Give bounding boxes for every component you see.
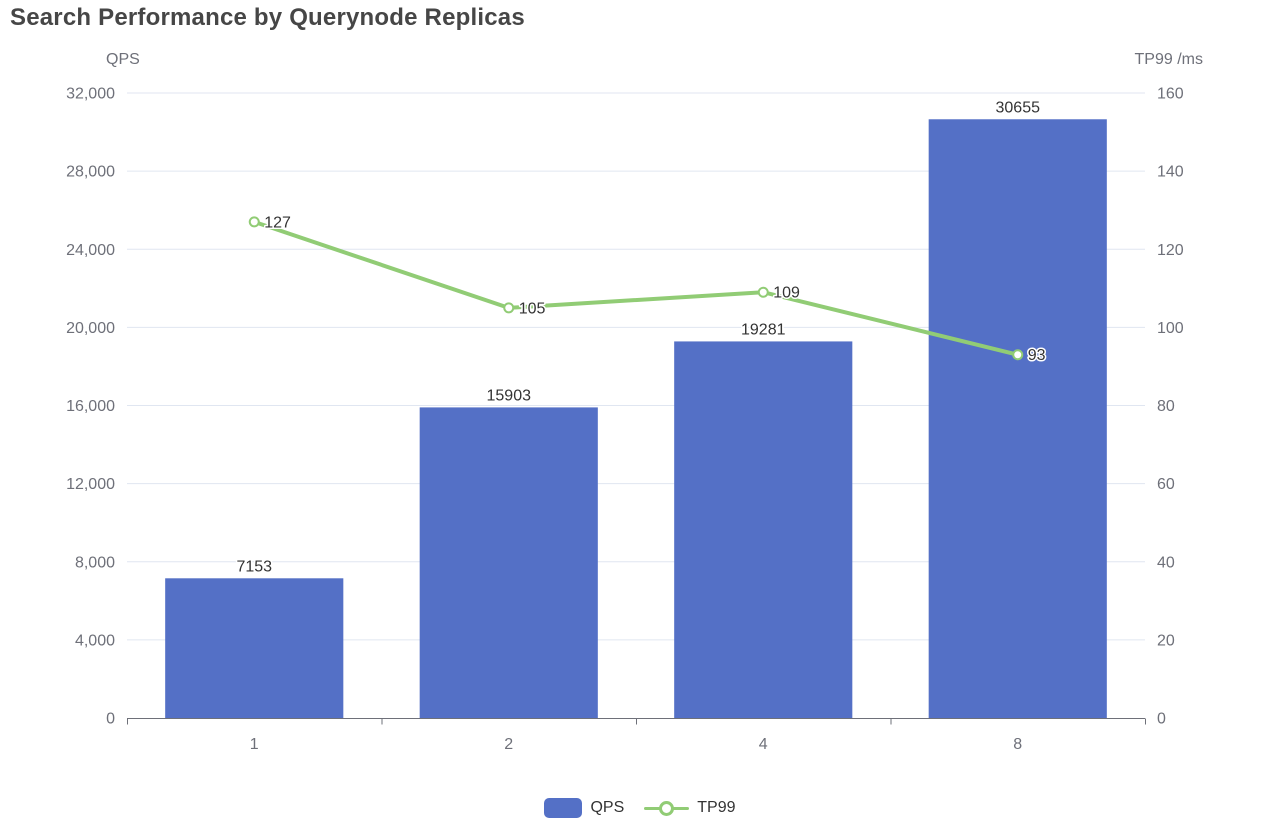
right-axis-tick-label: 80 xyxy=(1157,398,1175,415)
point-value-label: 105 xyxy=(519,300,546,317)
bar-value-label: 19281 xyxy=(741,321,786,338)
left-axis-tick-label: 28,000 xyxy=(66,164,115,181)
left-axis-tick-label: 12,000 xyxy=(66,476,115,493)
bar-value-label: 30655 xyxy=(996,99,1041,116)
point-value-label: 109 xyxy=(773,285,800,302)
tp99-point-marker[interactable] xyxy=(248,216,260,228)
point-value-label: 93 xyxy=(1028,347,1046,364)
qps-bar-swatch-icon xyxy=(544,798,583,818)
legend: QPS TP99 xyxy=(0,798,1280,818)
left-axis-tick-label: 4,000 xyxy=(75,632,115,649)
point-value-label: 127 xyxy=(264,214,291,231)
left-axis-tick-label: 8,000 xyxy=(75,554,115,571)
right-axis-tick-label: 0 xyxy=(1157,711,1166,728)
bar-value-label: 7153 xyxy=(236,558,272,575)
left-axis-tick-label: 0 xyxy=(106,711,115,728)
qps-bar[interactable] xyxy=(928,119,1107,718)
left-axis-tick-label: 20,000 xyxy=(66,320,115,337)
right-axis-tick-label: 40 xyxy=(1157,554,1175,571)
tp99-line-swatch-icon xyxy=(644,798,690,818)
qps-bar[interactable] xyxy=(674,341,853,718)
right-axis-tick-label: 160 xyxy=(1157,86,1184,103)
right-axis-name: TP99 /ms xyxy=(1134,51,1203,68)
chart-title: Search Performance by Querynode Replicas xyxy=(10,4,525,31)
qps-bar[interactable] xyxy=(165,578,344,718)
bar-value-label: 15903 xyxy=(487,387,532,404)
left-axis-tick-label: 32,000 xyxy=(66,86,115,103)
right-axis-tick-label: 100 xyxy=(1157,320,1184,337)
left-axis-tick-label: 16,000 xyxy=(66,398,115,415)
right-axis-tick-label: 20 xyxy=(1157,632,1175,649)
x-axis-label: 8 xyxy=(1013,736,1022,753)
left-axis-tick-label: 24,000 xyxy=(66,242,115,259)
tp99-point-marker[interactable] xyxy=(1012,349,1024,361)
legend-label-tp99: TP99 xyxy=(697,799,736,816)
right-axis-tick-label: 120 xyxy=(1157,242,1184,259)
tp99-line xyxy=(252,219,1020,357)
tp99-point-marker[interactable] xyxy=(503,302,515,314)
x-axis-label: 4 xyxy=(759,736,768,753)
legend-item-qps[interactable]: QPS xyxy=(544,798,624,818)
right-axis-tick-label: 140 xyxy=(1157,164,1184,181)
legend-item-tp99[interactable]: TP99 xyxy=(644,798,736,818)
x-axis-label: 1 xyxy=(250,736,259,753)
plot-area: 0 0 4,000 20 8,000 40 12,000 60 16,000 80 20,000 10… xyxy=(66,86,1184,754)
right-axis-tick-label: 60 xyxy=(1157,476,1175,493)
left-axis-name: QPS xyxy=(106,51,140,68)
x-axis-label: 2 xyxy=(504,736,513,753)
legend-label-qps: QPS xyxy=(590,799,625,816)
qps-bar[interactable] xyxy=(419,407,598,718)
tp99-point-marker[interactable] xyxy=(757,286,769,298)
